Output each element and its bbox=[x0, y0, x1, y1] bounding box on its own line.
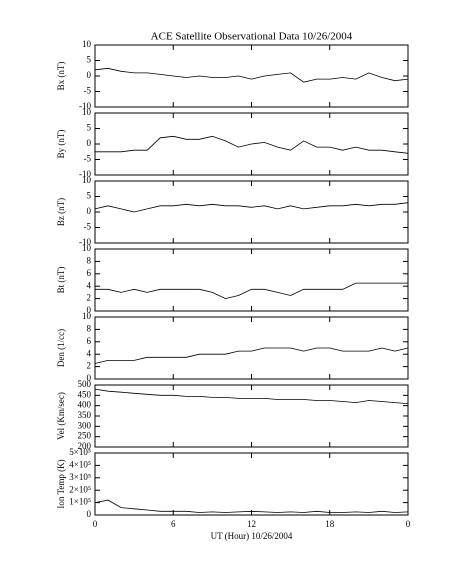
y-tick-label: 8 bbox=[87, 255, 92, 265]
data-line bbox=[94, 202, 409, 213]
y-tick-label: 0 bbox=[87, 138, 92, 148]
y-tick-label: 8 bbox=[87, 323, 92, 333]
x-tick-label: 0 bbox=[406, 519, 411, 529]
y-tick-label: 5 bbox=[87, 191, 92, 201]
data-line bbox=[95, 135, 409, 154]
x-axis-label: UT (Hour) 10/26/2004 bbox=[211, 531, 293, 541]
panel-frame bbox=[94, 248, 409, 312]
y-tick-label: -10 bbox=[79, 101, 91, 111]
y-tick-label: 200 bbox=[78, 441, 92, 451]
y-tick-label: -10 bbox=[79, 237, 91, 247]
panel-frame bbox=[94, 452, 409, 516]
chart-title: ACE Satellite Observational Data 10/26/2… bbox=[151, 31, 353, 43]
x-tick-label: 6 bbox=[171, 519, 176, 529]
y-axis-label: Bx (nT) bbox=[56, 62, 66, 91]
y-tick-label: 10 bbox=[82, 39, 92, 49]
y-tick-label: 10 bbox=[82, 107, 92, 117]
y-tick-label: 2×10⁵ bbox=[69, 484, 91, 494]
y-tick-label: 5×10⁵ bbox=[69, 447, 91, 457]
y-tick-label: 400 bbox=[78, 400, 92, 410]
data-line bbox=[95, 282, 408, 300]
y-tick-label: 6 bbox=[87, 336, 92, 346]
y-tick-label: -10 bbox=[79, 169, 91, 179]
y-tick-label: 2 bbox=[87, 293, 92, 303]
y-axis-label: Den (1/cc) bbox=[56, 329, 66, 367]
y-axis-label: Bz (nT) bbox=[56, 198, 66, 226]
y-axis-label: By (nT) bbox=[56, 130, 66, 159]
y-tick-label: -5 bbox=[84, 86, 92, 96]
data-line bbox=[94, 388, 409, 404]
y-tick-label: 500 bbox=[78, 379, 92, 389]
y-tick-label: 4×10⁵ bbox=[69, 459, 91, 469]
panel-frame bbox=[94, 44, 409, 108]
y-tick-label: 10 bbox=[82, 175, 92, 185]
panel-frame bbox=[94, 180, 409, 244]
panel-frame bbox=[94, 316, 409, 380]
y-tick-label: 4 bbox=[87, 348, 92, 358]
y-tick-label: -5 bbox=[84, 154, 92, 164]
y-tick-label: 5 bbox=[87, 123, 92, 133]
x-tick-label: 12 bbox=[247, 519, 256, 529]
y-tick-label: 350 bbox=[78, 410, 92, 420]
y-tick-label: 250 bbox=[78, 431, 92, 441]
y-tick-label: 6 bbox=[87, 268, 92, 278]
y-tick-label: 5 bbox=[87, 55, 92, 65]
y-tick-label: 10 bbox=[82, 311, 92, 321]
x-tick-label: 0 bbox=[93, 519, 98, 529]
y-tick-label: 0 bbox=[87, 206, 92, 216]
y-tick-label: 1×10⁵ bbox=[69, 497, 91, 507]
data-line bbox=[94, 347, 409, 364]
y-axis-label: Ion Temp (K) bbox=[56, 459, 66, 508]
y-tick-label: 0 bbox=[87, 70, 92, 80]
y-axis-label: Bt (nT) bbox=[56, 267, 66, 294]
data-line bbox=[94, 67, 409, 83]
y-tick-label: 3×10⁵ bbox=[69, 472, 91, 482]
y-tick-label: -5 bbox=[84, 222, 92, 232]
data-line bbox=[94, 499, 409, 513]
x-tick-label: 18 bbox=[325, 519, 335, 529]
y-tick-label: 2 bbox=[87, 361, 92, 371]
y-tick-label: 300 bbox=[78, 420, 92, 430]
y-tick-label: 450 bbox=[78, 389, 92, 399]
y-tick-label: 0 bbox=[87, 373, 92, 383]
y-tick-label: 10 bbox=[82, 243, 92, 253]
y-tick-label: 0 bbox=[87, 509, 92, 519]
y-tick-label: 0 bbox=[87, 305, 92, 315]
y-tick-label: 4 bbox=[87, 280, 92, 290]
y-axis-label: Vel (Km/sec) bbox=[56, 392, 66, 440]
